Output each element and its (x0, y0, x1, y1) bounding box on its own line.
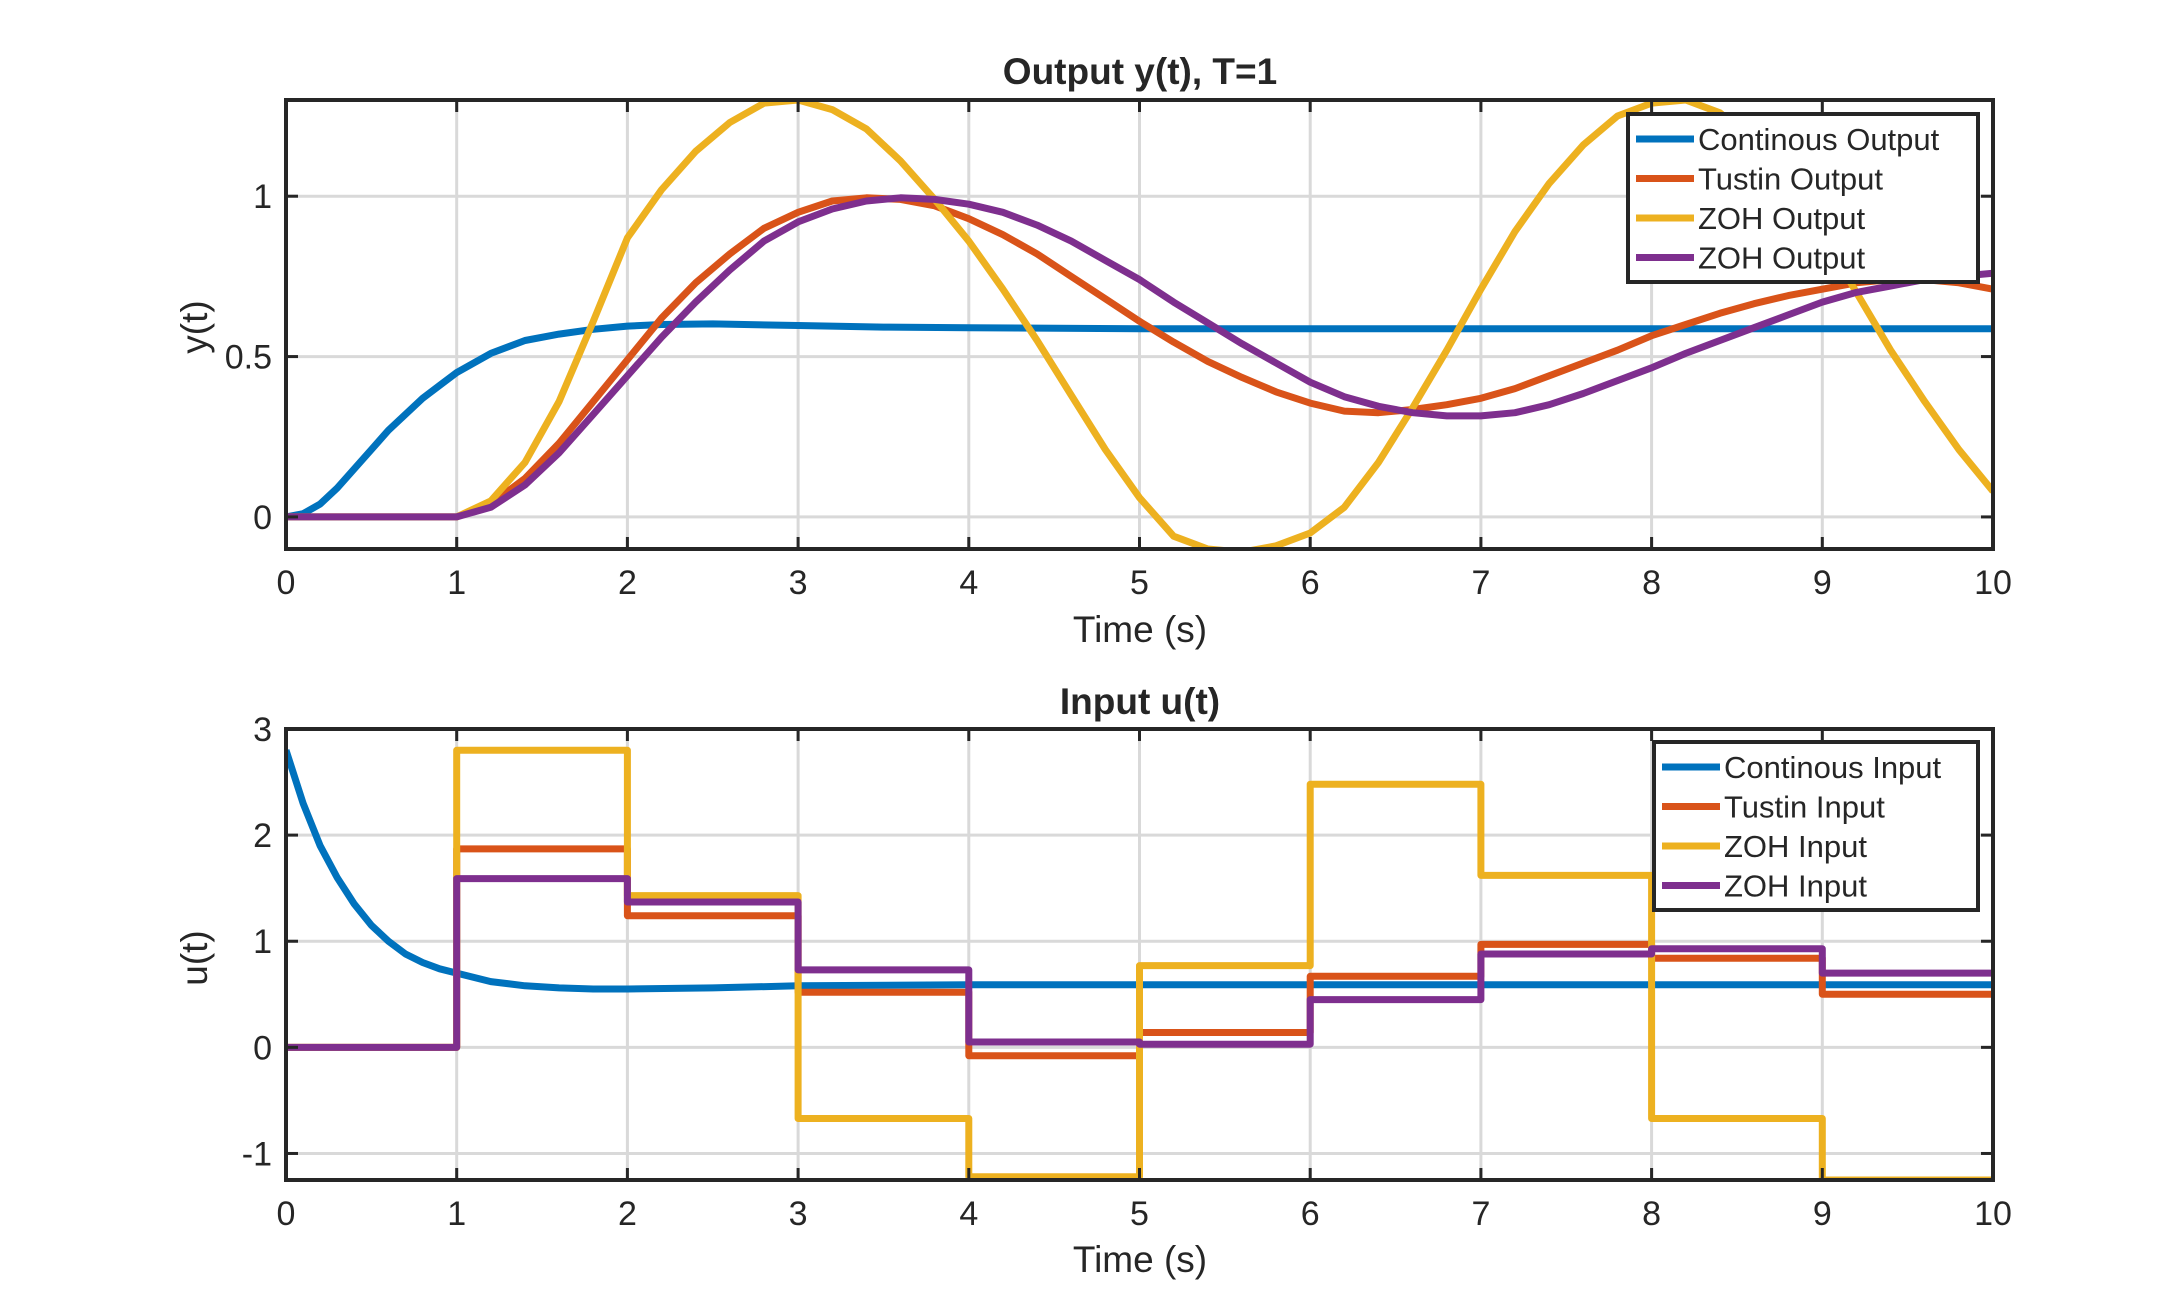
output-legend-label: Tustin Output (1698, 162, 1883, 197)
input-x-tick-label: 7 (1471, 1195, 1490, 1233)
output-series-line-0 (286, 320, 1993, 521)
output-y-tick-label: 0.5 (225, 339, 272, 377)
output-y-tick-label: 0 (253, 499, 272, 537)
input-legend-label: ZOH Input (1724, 829, 1867, 864)
output-x-tick-label: 1 (447, 564, 466, 602)
input-x-tick-label: 10 (1974, 1195, 2012, 1233)
input-y-tick-label: 3 (253, 711, 272, 749)
input-x-tick-label: 4 (959, 1195, 978, 1233)
output-y-axis-label: y(t) (174, 300, 215, 353)
input-y-tick-label: 2 (253, 817, 272, 855)
output-chart-title: Output y(t), T=1 (1003, 51, 1277, 92)
input-legend-label: Tustin Input (1724, 790, 1885, 825)
input-x-tick-label: 1 (447, 1195, 466, 1233)
output-x-tick-label: 6 (1301, 564, 1320, 602)
output-y-tick-label: 1 (253, 178, 272, 216)
input-x-tick-label: 9 (1813, 1195, 1832, 1233)
input-series-line-3 (286, 875, 1993, 1051)
output-ticks: 0 1 2 3 4 5 6 7 8 9 10 0 0.5 1 (225, 100, 2012, 602)
output-x-tick-label: 7 (1471, 564, 1490, 602)
output-chart: Output y(t), T=1 0 1 2 3 4 5 6 7 8 9 10 0 0.5 1 Time … (174, 51, 2012, 650)
input-y-tick-label: -1 (242, 1135, 272, 1173)
input-series-line-0 (286, 749, 1993, 993)
input-x-tick-label: 2 (618, 1195, 637, 1233)
input-y-tick-label: 0 (253, 1029, 272, 1067)
input-x-tick-label: 0 (277, 1195, 296, 1233)
output-x-tick-label: 10 (1974, 564, 2012, 602)
input-x-tick-label: 5 (1130, 1195, 1149, 1233)
output-x-tick-label: 2 (618, 564, 637, 602)
input-x-tick-label: 3 (789, 1195, 808, 1233)
output-x-tick-label: 8 (1642, 564, 1661, 602)
input-y-axis-label: u(t) (174, 930, 215, 986)
output-x-axis-label: Time (s) (1073, 609, 1207, 650)
output-legend-label: Continous Output (1698, 122, 1940, 157)
input-chart-title: Input u(t) (1060, 681, 1220, 722)
output-series-line-3 (286, 194, 1993, 521)
output-legend-label: ZOH Output (1698, 241, 1865, 276)
output-series-line-1 (286, 194, 1993, 521)
input-legend-label: Continous Input (1724, 750, 1942, 785)
output-legend: Continous Output Tustin Output ZOH Output Z… (1626, 112, 1980, 284)
output-legend-label: ZOH Output (1698, 201, 1865, 236)
input-y-tick-label: 1 (253, 923, 272, 961)
output-x-tick-label: 0 (277, 564, 296, 602)
input-legend-label: ZOH Input (1724, 869, 1867, 904)
input-x-axis-label: Time (s) (1073, 1239, 1207, 1280)
output-x-tick-label: 9 (1813, 564, 1832, 602)
output-x-tick-label: 5 (1130, 564, 1149, 602)
input-series (286, 746, 1993, 1180)
input-series-line-2 (286, 746, 1993, 1180)
input-legend: Continous Input Tustin Input ZOH Input ZOH … (1652, 740, 1980, 912)
output-x-tick-label: 3 (789, 564, 808, 602)
input-x-tick-label: 8 (1642, 1195, 1661, 1233)
input-x-tick-label: 6 (1301, 1195, 1320, 1233)
output-x-tick-label: 4 (959, 564, 978, 602)
